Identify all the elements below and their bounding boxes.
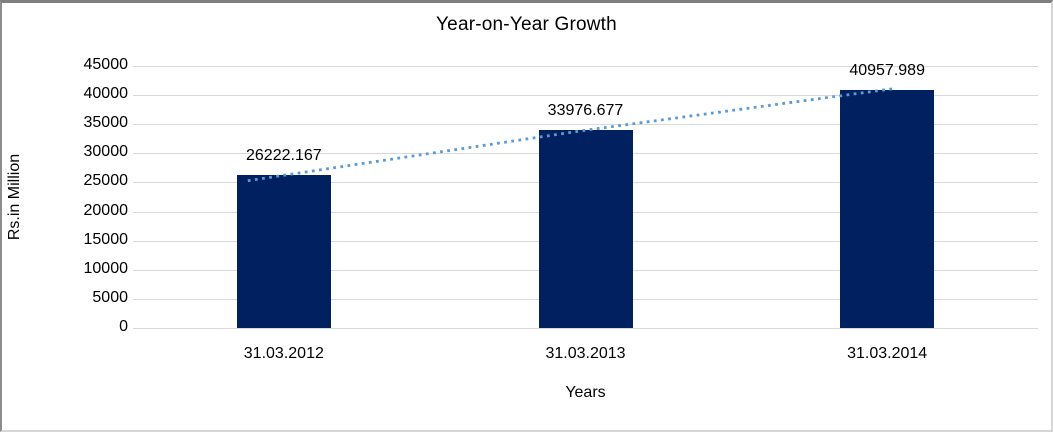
bar <box>236 175 331 328</box>
bar <box>538 130 633 328</box>
y-tick-label: 40000 <box>83 85 129 103</box>
bar <box>840 89 935 328</box>
chart-title: Year-on-Year Growth <box>436 14 617 35</box>
y-tick-label: 5000 <box>92 288 128 306</box>
data-label: 26222.167 <box>246 147 322 165</box>
y-tick-label: 45000 <box>83 56 129 73</box>
data-label: 40957.989 <box>849 61 925 79</box>
data-label: 33976.677 <box>547 102 624 120</box>
x-tick-label: 31.03.2012 <box>243 345 324 362</box>
y-tick-label: 0 <box>119 318 128 335</box>
x-axis-title: Years <box>565 384 606 401</box>
y-tick-label: 15000 <box>83 230 129 248</box>
y-gridline <box>133 66 1038 67</box>
y-gridline <box>133 328 1038 329</box>
x-tick-label: 31.03.2014 <box>847 345 928 362</box>
y-tick-label: 10000 <box>83 259 129 277</box>
y-tick-label: 35000 <box>83 114 129 132</box>
y-tick-label: 30000 <box>83 143 129 161</box>
y-tick-label: 20000 <box>83 201 129 219</box>
x-tick-label: 31.03.2013 <box>545 345 626 362</box>
y-tick-label: 25000 <box>83 172 129 190</box>
